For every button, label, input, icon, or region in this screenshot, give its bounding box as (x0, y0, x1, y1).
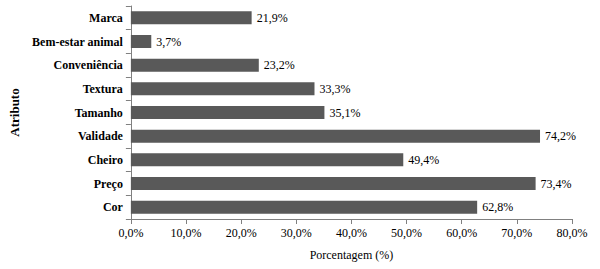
svg-text:Cor: Cor (103, 200, 124, 214)
svg-text:30,0%: 30,0% (281, 226, 312, 240)
svg-text:Marca: Marca (89, 11, 123, 25)
svg-text:33,3%: 33,3% (319, 82, 350, 96)
svg-text:62,8%: 62,8% (482, 200, 513, 214)
svg-text:Conveniência: Conveniência (54, 58, 123, 72)
svg-text:0,0%: 0,0% (118, 226, 143, 240)
svg-text:Validade: Validade (78, 129, 124, 143)
svg-text:10,0%: 10,0% (171, 226, 202, 240)
svg-text:35,1%: 35,1% (329, 106, 360, 120)
svg-text:70,0%: 70,0% (501, 226, 532, 240)
svg-text:Cheiro: Cheiro (88, 153, 123, 167)
svg-text:74,2%: 74,2% (545, 129, 576, 143)
svg-text:Atributo: Atributo (7, 88, 22, 136)
svg-text:40,0%: 40,0% (336, 226, 367, 240)
svg-text:23,2%: 23,2% (264, 58, 295, 72)
svg-text:49,4%: 49,4% (408, 153, 439, 167)
svg-text:60,0%: 60,0% (446, 226, 477, 240)
svg-text:80,0%: 80,0% (557, 226, 588, 240)
svg-text:Bem-estar animal: Bem-estar animal (32, 35, 123, 49)
svg-text:3,7%: 3,7% (156, 35, 181, 49)
svg-text:21,9%: 21,9% (257, 11, 288, 25)
svg-text:73,4%: 73,4% (541, 177, 572, 191)
svg-text:50,0%: 50,0% (391, 226, 422, 240)
svg-text:Porcentagem (%): Porcentagem (%) (310, 248, 394, 262)
svg-text:Textura: Textura (83, 82, 123, 96)
svg-text:20,0%: 20,0% (226, 226, 257, 240)
svg-text:Tamanho: Tamanho (75, 106, 123, 120)
svg-text:Preço: Preço (94, 177, 123, 191)
